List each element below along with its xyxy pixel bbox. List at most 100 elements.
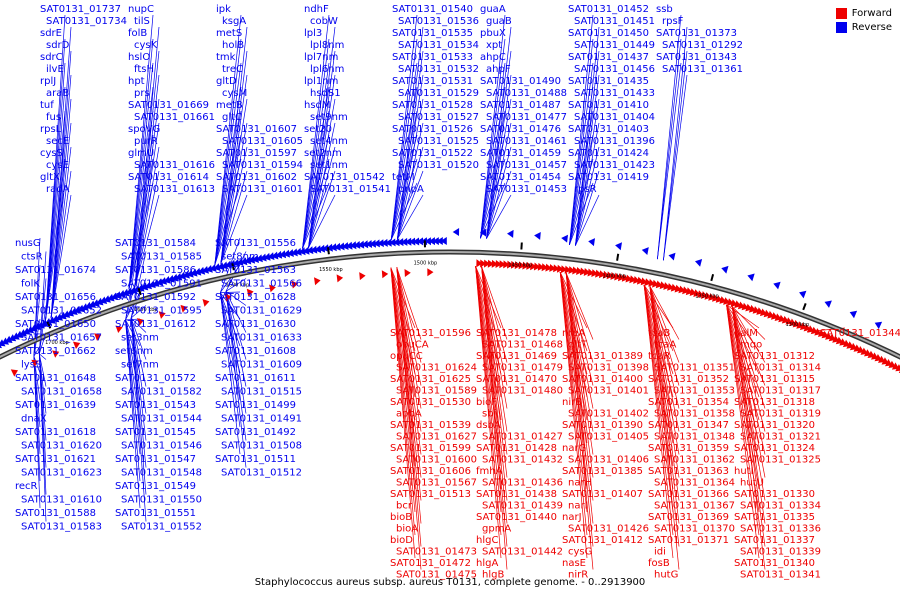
feature-label[interactable]: SAT0131_01363 [648, 466, 729, 477]
feature-label[interactable]: SAT0131_01348 [654, 432, 735, 443]
feature-label[interactable]: SAT0131_01475 [396, 570, 477, 581]
feature-label[interactable]: hlgB [482, 570, 504, 581]
feature-label[interactable]: SAT0131_01336 [740, 524, 821, 535]
feature-label[interactable]: SAT0131_01488 [486, 88, 567, 99]
feature-label[interactable]: radA [46, 184, 70, 195]
feature-label[interactable]: SAT0131_01585 [121, 252, 202, 263]
feature-label[interactable]: SAT0131_01614 [128, 172, 209, 183]
feature-label[interactable]: bioB [390, 512, 412, 523]
feature-label[interactable]: SAT0131_01390 [562, 420, 643, 431]
feature-label[interactable]: narG [562, 443, 586, 454]
feature-labels[interactable]: SAT0131_01737SAT0131_01734sdrEsdrDsdrCil… [15, 4, 900, 581]
feature-label[interactable]: narI [568, 501, 588, 512]
feature-label[interactable]: SAT0131_01534 [398, 40, 479, 51]
feature-label[interactable]: tetM [392, 172, 415, 183]
feature-label[interactable]: hlgA [476, 558, 498, 569]
feature-label[interactable]: SAT0131_01648 [15, 373, 96, 384]
feature-label[interactable]: dnaX [21, 414, 47, 425]
feature-label[interactable]: SAT0131_01550 [121, 495, 202, 506]
feature-label[interactable]: SAT0131_01536 [398, 16, 479, 27]
feature-label[interactable]: SAT0131_01531 [392, 76, 473, 87]
feature-label[interactable]: SAT0131_01669 [128, 100, 209, 111]
feature-label[interactable]: folB [128, 28, 147, 39]
feature-label[interactable]: SAT0131_01656 [15, 292, 96, 303]
feature-label[interactable]: SAT0131_01406 [568, 455, 649, 466]
feature-label[interactable]: SAT0131_01556 [215, 238, 296, 249]
feature-label[interactable]: SAT0131_01354 [648, 397, 729, 408]
feature-label[interactable]: SAT0131_01476 [480, 124, 561, 135]
feature-label[interactable]: opuCC [390, 351, 423, 362]
feature-label[interactable]: sdrE [40, 28, 62, 39]
feature-label[interactable]: SAT0131_01426 [568, 524, 649, 535]
feature-label[interactable]: sdrD [46, 40, 70, 51]
feature-label[interactable]: SAT0131_01737 [40, 4, 121, 15]
feature-label[interactable]: SAT0131_01389 [562, 351, 643, 362]
feature-label[interactable]: SAT0131_01370 [654, 524, 735, 535]
feature-label[interactable]: SAT0131_01292 [662, 40, 743, 51]
feature-label[interactable]: set3nm [121, 333, 159, 344]
feature-label[interactable]: SAT0131_01373 [656, 28, 737, 39]
feature-label[interactable]: purR [134, 136, 158, 147]
feature-label[interactable]: SAT0131_01401 [568, 386, 649, 397]
feature-label[interactable]: SAT0131_01412 [562, 535, 643, 546]
feature-label[interactable]: SAT0131_01601 [222, 184, 303, 195]
feature-label[interactable]: narH [568, 478, 592, 489]
feature-label[interactable]: ilvE [46, 64, 64, 75]
feature-label[interactable]: SAT0131_01657 [21, 333, 102, 344]
feature-label[interactable]: mqo [740, 340, 762, 351]
feature-label[interactable]: hutG [654, 570, 678, 581]
feature-label[interactable]: SAT0131_01403 [568, 124, 649, 135]
feature-label[interactable]: tilS [134, 16, 150, 27]
feature-label[interactable]: SAT0131_01616 [134, 160, 215, 171]
feature-label[interactable]: SAT0131_01469 [476, 351, 557, 362]
feature-label[interactable]: pbuX [480, 28, 506, 39]
feature-label[interactable]: SAT0131_01608 [215, 346, 296, 357]
feature-label[interactable]: bcr [396, 501, 413, 512]
feature-label[interactable]: idi [654, 547, 666, 558]
feature-label[interactable]: SAT0131_01312 [734, 351, 815, 362]
feature-label[interactable]: SAT0131_01600 [396, 455, 477, 466]
feature-label[interactable]: SAT0131_01511 [215, 454, 296, 465]
feature-label[interactable]: SAT0131_01530 [390, 397, 471, 408]
feature-label[interactable]: SAT0131_01450 [568, 28, 649, 39]
feature-label[interactable]: nirB [562, 397, 582, 408]
feature-label[interactable]: SAT0131_01359 [648, 443, 729, 454]
feature-label[interactable]: SAT0131_01628 [215, 292, 296, 303]
feature-label[interactable]: SAT0131_01582 [121, 387, 202, 398]
feature-label[interactable]: SAT0131_01439 [482, 501, 563, 512]
feature-label[interactable]: SAT0131_01369 [648, 512, 729, 523]
feature-label[interactable]: ahpF [486, 64, 511, 75]
feature-label[interactable]: rpsR [574, 184, 597, 195]
feature-label[interactable]: fus [46, 112, 61, 123]
feature-label[interactable]: SAT0131_01542 [304, 172, 385, 183]
feature-label[interactable]: gltC [222, 112, 242, 123]
feature-label[interactable]: pnpA [398, 184, 424, 195]
feature-label[interactable]: SAT0131_01461 [486, 136, 567, 147]
feature-label[interactable]: guaB [486, 16, 512, 27]
feature-label[interactable]: sbi [482, 409, 496, 420]
feature-label[interactable]: SAT0131_01734 [46, 16, 127, 27]
feature-label[interactable]: SAT0131_01480 [482, 386, 563, 397]
feature-label[interactable]: SAT0131_01543 [115, 400, 196, 411]
feature-label[interactable]: SAT0131_01595 [121, 306, 202, 317]
feature-label[interactable]: SAT0131_01546 [121, 441, 202, 452]
feature-label[interactable]: SAT0131_01318 [734, 397, 815, 408]
feature-label[interactable]: SAT0131_01470 [476, 374, 557, 385]
feature-label[interactable]: SAT0131_01459 [480, 148, 561, 159]
feature-label[interactable]: SAT0131_01468 [482, 340, 563, 351]
feature-label[interactable]: SAT0131_01544 [121, 414, 202, 425]
feature-label[interactable]: gpmA [482, 524, 511, 535]
feature-label[interactable]: SAT0131_01513 [390, 489, 471, 500]
feature-label[interactable]: SAT0131_01347 [648, 420, 729, 431]
feature-label[interactable]: SAT0131_01548 [121, 468, 202, 479]
feature-label[interactable]: lpl1nm [304, 76, 338, 87]
feature-label[interactable]: SAT0131_01662 [15, 346, 96, 357]
feature-label[interactable]: SAT0131_01528 [392, 100, 473, 111]
feature-label[interactable]: SAT0131_01552 [121, 522, 202, 533]
feature-label[interactable]: SAT0131_01433 [574, 88, 655, 99]
feature-label[interactable]: SAT0131_01371 [648, 535, 729, 546]
feature-label[interactable]: SAT0131_01586 [115, 265, 196, 276]
feature-label[interactable]: opuCA [396, 340, 429, 351]
feature-label[interactable]: SAT0131_01584 [115, 238, 196, 249]
feature-label[interactable]: bioF [476, 397, 497, 408]
